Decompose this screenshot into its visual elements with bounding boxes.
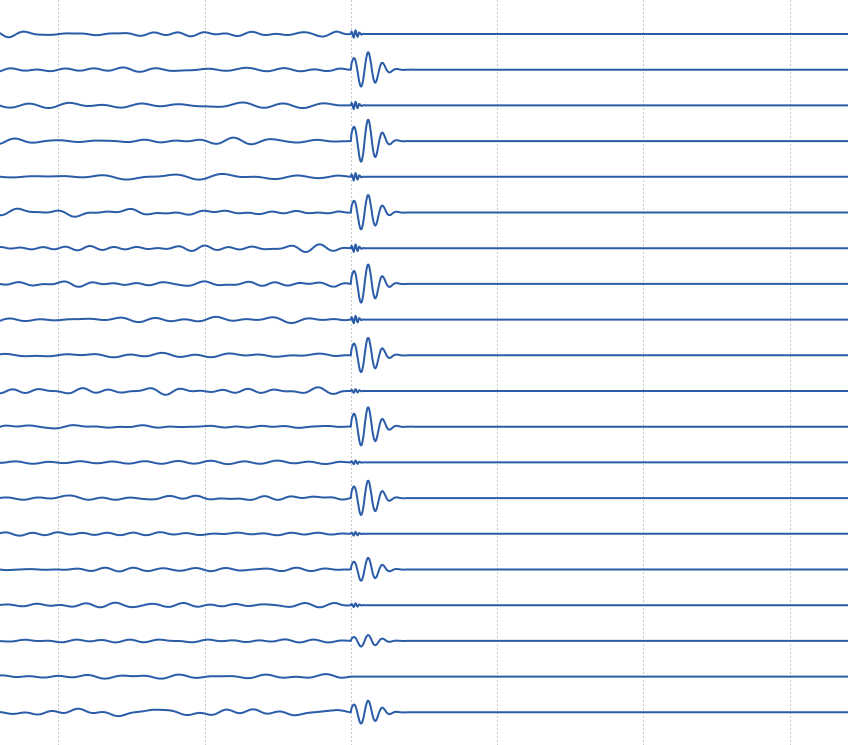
trace-line-7 [0,243,848,253]
trace-line-12 [0,406,848,447]
trace-line-8 [0,263,848,304]
trace-line-5 [0,172,848,182]
trace-line-13 [0,459,848,466]
vertical-gridlines [58,0,791,745]
trace-series-group [0,29,848,725]
trace-line-1 [0,29,848,39]
trace-line-10 [0,336,848,374]
trace-line-17 [0,601,848,609]
trace-line-4 [0,118,848,163]
trace-line-18 [0,634,848,648]
trace-line-14 [0,479,848,516]
trace-line-15 [0,530,848,537]
trace-line-16 [0,556,848,582]
trace-line-19 [0,673,848,680]
trace-line-6 [0,194,848,231]
trace-line-3 [0,100,848,111]
trace-line-2 [0,51,848,88]
trace-line-11 [0,386,848,396]
trace-line-20 [0,699,848,725]
trace-line-9 [0,314,848,325]
